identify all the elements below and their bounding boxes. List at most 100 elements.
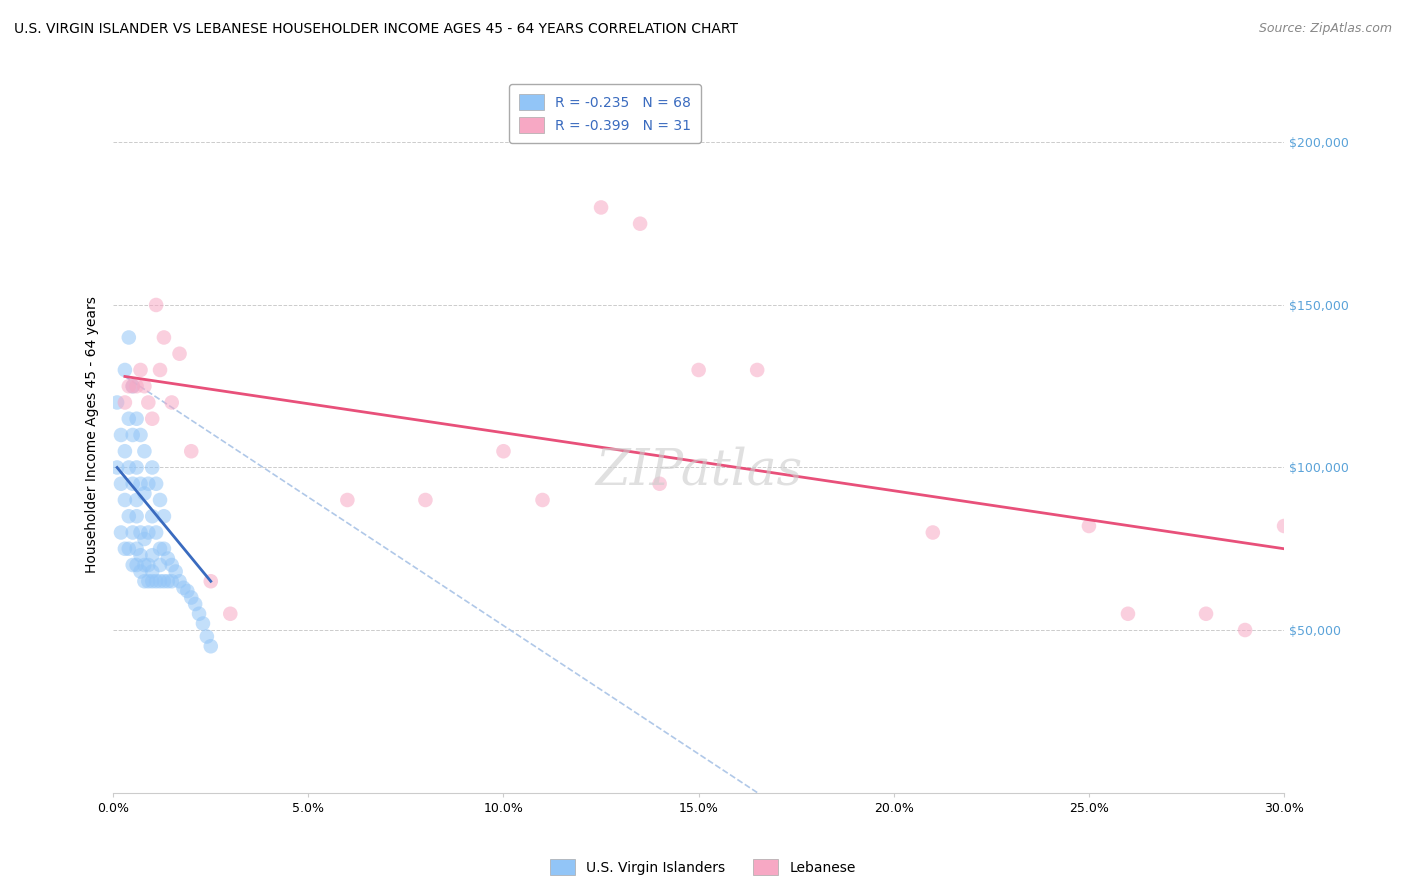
Point (176, 584, 198, 599)
Point (118, 460, 141, 475)
Point (219, 607, 242, 621)
Point (200, 574, 222, 589)
Point (149, 558, 172, 572)
Point (153, 574, 176, 589)
Point (141, 548, 163, 562)
Point (136, 574, 159, 589)
Point (105, 395, 128, 409)
Point (149, 574, 172, 589)
Point (149, 541, 172, 556)
Point (134, 532, 156, 546)
Point (121, 525, 143, 540)
Point (1195, 607, 1218, 621)
Point (121, 476, 143, 491)
Point (165, 565, 187, 579)
Point (114, 493, 136, 508)
Point (336, 493, 359, 508)
Point (184, 597, 207, 611)
Text: ZIPatlas: ZIPatlas (595, 446, 803, 495)
Point (134, 574, 156, 589)
Point (628, 217, 651, 231)
Point (141, 460, 163, 475)
Point (125, 379, 148, 393)
Point (180, 444, 202, 458)
Point (747, 363, 769, 377)
Point (191, 616, 214, 631)
Point (180, 591, 202, 605)
Point (114, 541, 136, 556)
Point (110, 525, 132, 540)
Point (136, 525, 159, 540)
Point (141, 574, 163, 589)
Point (136, 558, 159, 572)
Point (492, 444, 515, 458)
Point (114, 444, 136, 458)
Point (136, 476, 159, 491)
Point (129, 565, 152, 579)
Point (188, 607, 211, 621)
Point (415, 493, 437, 508)
Point (153, 330, 176, 344)
Point (121, 379, 143, 393)
Point (129, 548, 152, 562)
Point (118, 330, 141, 344)
Point (114, 395, 136, 409)
Point (145, 525, 167, 540)
Point (110, 476, 132, 491)
Point (1272, 519, 1295, 533)
Point (160, 574, 183, 589)
Point (1116, 607, 1139, 621)
Point (141, 411, 163, 425)
Point (118, 541, 141, 556)
Point (134, 558, 156, 572)
Point (172, 581, 194, 595)
Point (110, 428, 132, 442)
Point (153, 509, 176, 524)
Point (145, 298, 167, 312)
Point (200, 640, 222, 654)
Point (125, 541, 148, 556)
Point (121, 428, 143, 442)
Point (169, 347, 191, 361)
Point (153, 541, 176, 556)
Point (114, 363, 136, 377)
Legend: U.S. Virgin Islanders, Lebanese: U.S. Virgin Islanders, Lebanese (544, 854, 862, 880)
Point (145, 574, 167, 589)
Point (156, 551, 179, 566)
Point (141, 509, 163, 524)
Point (169, 574, 191, 589)
Point (129, 363, 152, 377)
Point (134, 379, 156, 393)
Point (125, 509, 148, 524)
Point (149, 493, 172, 508)
Point (125, 558, 148, 572)
Point (195, 630, 218, 644)
Point (145, 476, 167, 491)
Point (141, 565, 163, 579)
Point (531, 493, 554, 508)
Point (129, 476, 152, 491)
Point (121, 379, 143, 393)
Text: Source: ZipAtlas.com: Source: ZipAtlas.com (1258, 22, 1392, 36)
Point (149, 363, 172, 377)
Point (688, 363, 710, 377)
Legend: R = -0.235   N = 68, R = -0.399   N = 31: R = -0.235 N = 68, R = -0.399 N = 31 (509, 85, 700, 143)
Point (129, 525, 152, 540)
Point (134, 444, 156, 458)
Point (921, 525, 943, 540)
Point (1234, 623, 1257, 637)
Point (156, 574, 179, 589)
Point (118, 411, 141, 425)
Point (1077, 519, 1099, 533)
Point (129, 428, 152, 442)
Point (118, 509, 141, 524)
Point (125, 411, 148, 425)
Point (136, 395, 159, 409)
Point (125, 493, 148, 508)
Point (125, 460, 148, 475)
Point (134, 486, 156, 500)
Point (648, 476, 671, 491)
Text: U.S. VIRGIN ISLANDER VS LEBANESE HOUSEHOLDER INCOME AGES 45 - 64 YEARS CORRELATI: U.S. VIRGIN ISLANDER VS LEBANESE HOUSEHO… (14, 22, 738, 37)
Point (121, 558, 143, 572)
Point (105, 460, 128, 475)
